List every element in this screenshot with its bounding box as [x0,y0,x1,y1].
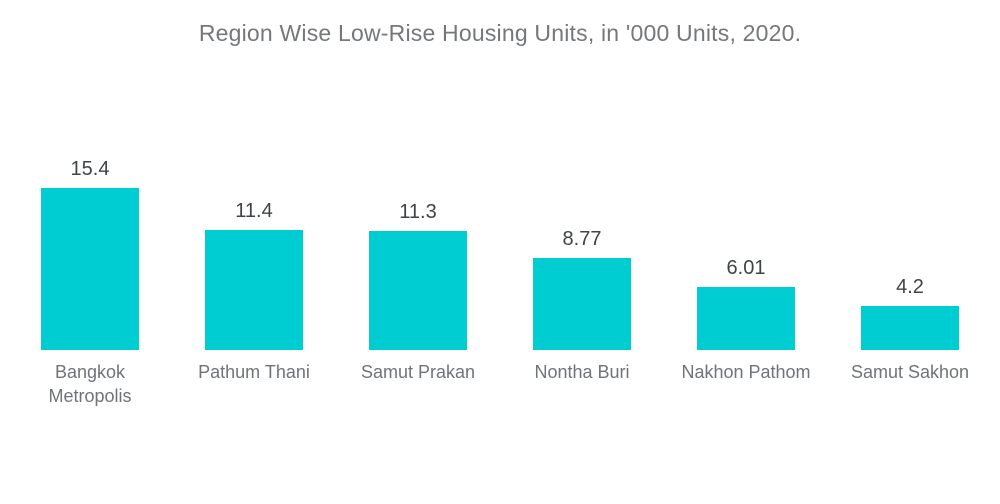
bar-column: 15.4 [8,140,172,350]
bar-category-label-text: Bangkok Metropolis [48,362,132,407]
bar-category-label-text: Nakhon Pathom [681,362,811,382]
bar-category-label: Nakhon Pathom [664,360,828,409]
bar-value-label: 4.2 [896,276,924,298]
bar-column: 6.01 [664,140,828,350]
chart-title: Region Wise Low-Rise Housing Units, in '… [198,20,802,46]
bar-plot: 15.4 11.4 11.3 8.77 6.01 4.2 [8,140,992,350]
bar [41,188,139,350]
bar-category-label: Samut Sakhon [828,360,992,409]
bar-category-label-text: Pathum Thani [198,362,310,382]
bar-category-label-text: Nontha Buri [534,362,630,382]
bar-value-label: 6.01 [726,257,766,279]
bar [533,258,631,350]
bar-category-label-text: Samut Prakan [360,362,476,382]
bar-value-label: 15.4 [70,158,110,180]
bar-category-label: Samut Prakan [336,360,500,409]
bar [697,287,795,350]
bar-column: 4.2 [828,140,992,350]
bar-value-label: 11.4 [235,200,273,222]
bar-value-label: 11.3 [399,201,437,223]
bar-category-label-text: Samut Sakhon [850,362,970,382]
bar [861,306,959,350]
bar [205,230,303,350]
bar-column: 11.4 [172,140,336,350]
bar-category-label: Nontha Buri [500,360,664,409]
bar-column: 8.77 [500,140,664,350]
bar-category-label: Pathum Thani [172,360,336,409]
bar-column: 11.3 [336,140,500,350]
bar-value-label: 8.77 [562,228,602,250]
category-labels-row: Bangkok Metropolis Pathum Thani Samut Prak… [8,360,992,409]
bar [369,231,467,350]
bar-category-label: Bangkok Metropolis [8,360,172,409]
